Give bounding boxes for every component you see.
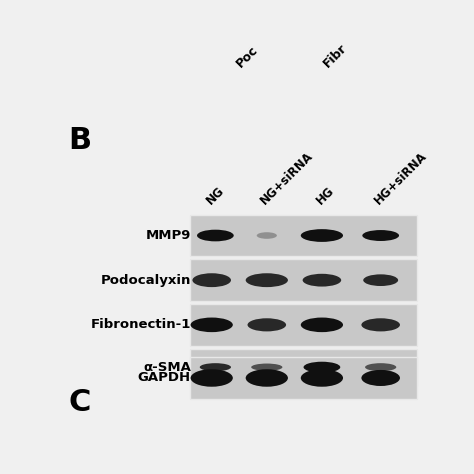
Ellipse shape bbox=[200, 363, 231, 371]
Ellipse shape bbox=[257, 232, 277, 239]
Ellipse shape bbox=[303, 362, 340, 373]
Ellipse shape bbox=[362, 230, 399, 241]
FancyBboxPatch shape bbox=[190, 349, 418, 386]
Ellipse shape bbox=[191, 318, 233, 332]
Text: Podocalyxin: Podocalyxin bbox=[100, 273, 191, 287]
Ellipse shape bbox=[197, 230, 234, 241]
Ellipse shape bbox=[246, 369, 288, 387]
FancyBboxPatch shape bbox=[190, 259, 418, 301]
Ellipse shape bbox=[361, 370, 400, 386]
Ellipse shape bbox=[251, 364, 283, 371]
Text: NG: NG bbox=[203, 184, 227, 207]
Text: B: B bbox=[69, 126, 91, 155]
Ellipse shape bbox=[247, 318, 286, 331]
Text: GAPDH: GAPDH bbox=[138, 372, 191, 384]
Ellipse shape bbox=[246, 273, 288, 287]
Text: HG: HG bbox=[314, 184, 337, 207]
Ellipse shape bbox=[301, 318, 343, 332]
Ellipse shape bbox=[363, 274, 398, 286]
Text: MMP9: MMP9 bbox=[146, 229, 191, 242]
FancyBboxPatch shape bbox=[190, 215, 418, 256]
Ellipse shape bbox=[191, 369, 233, 387]
Text: NG+siRNA: NG+siRNA bbox=[258, 149, 316, 207]
FancyBboxPatch shape bbox=[190, 304, 418, 346]
Ellipse shape bbox=[361, 318, 400, 331]
Text: Fibr: Fibr bbox=[321, 41, 350, 70]
Ellipse shape bbox=[302, 274, 341, 287]
Ellipse shape bbox=[301, 369, 343, 387]
Text: HG+siRNA: HG+siRNA bbox=[372, 149, 429, 207]
Ellipse shape bbox=[365, 363, 396, 371]
Text: Fibronectin-1: Fibronectin-1 bbox=[91, 319, 191, 331]
Ellipse shape bbox=[192, 273, 231, 287]
Text: α-SMA: α-SMA bbox=[143, 361, 191, 374]
Ellipse shape bbox=[301, 229, 343, 242]
Text: C: C bbox=[69, 388, 91, 417]
Text: Poc: Poc bbox=[234, 43, 261, 70]
FancyBboxPatch shape bbox=[190, 357, 418, 399]
